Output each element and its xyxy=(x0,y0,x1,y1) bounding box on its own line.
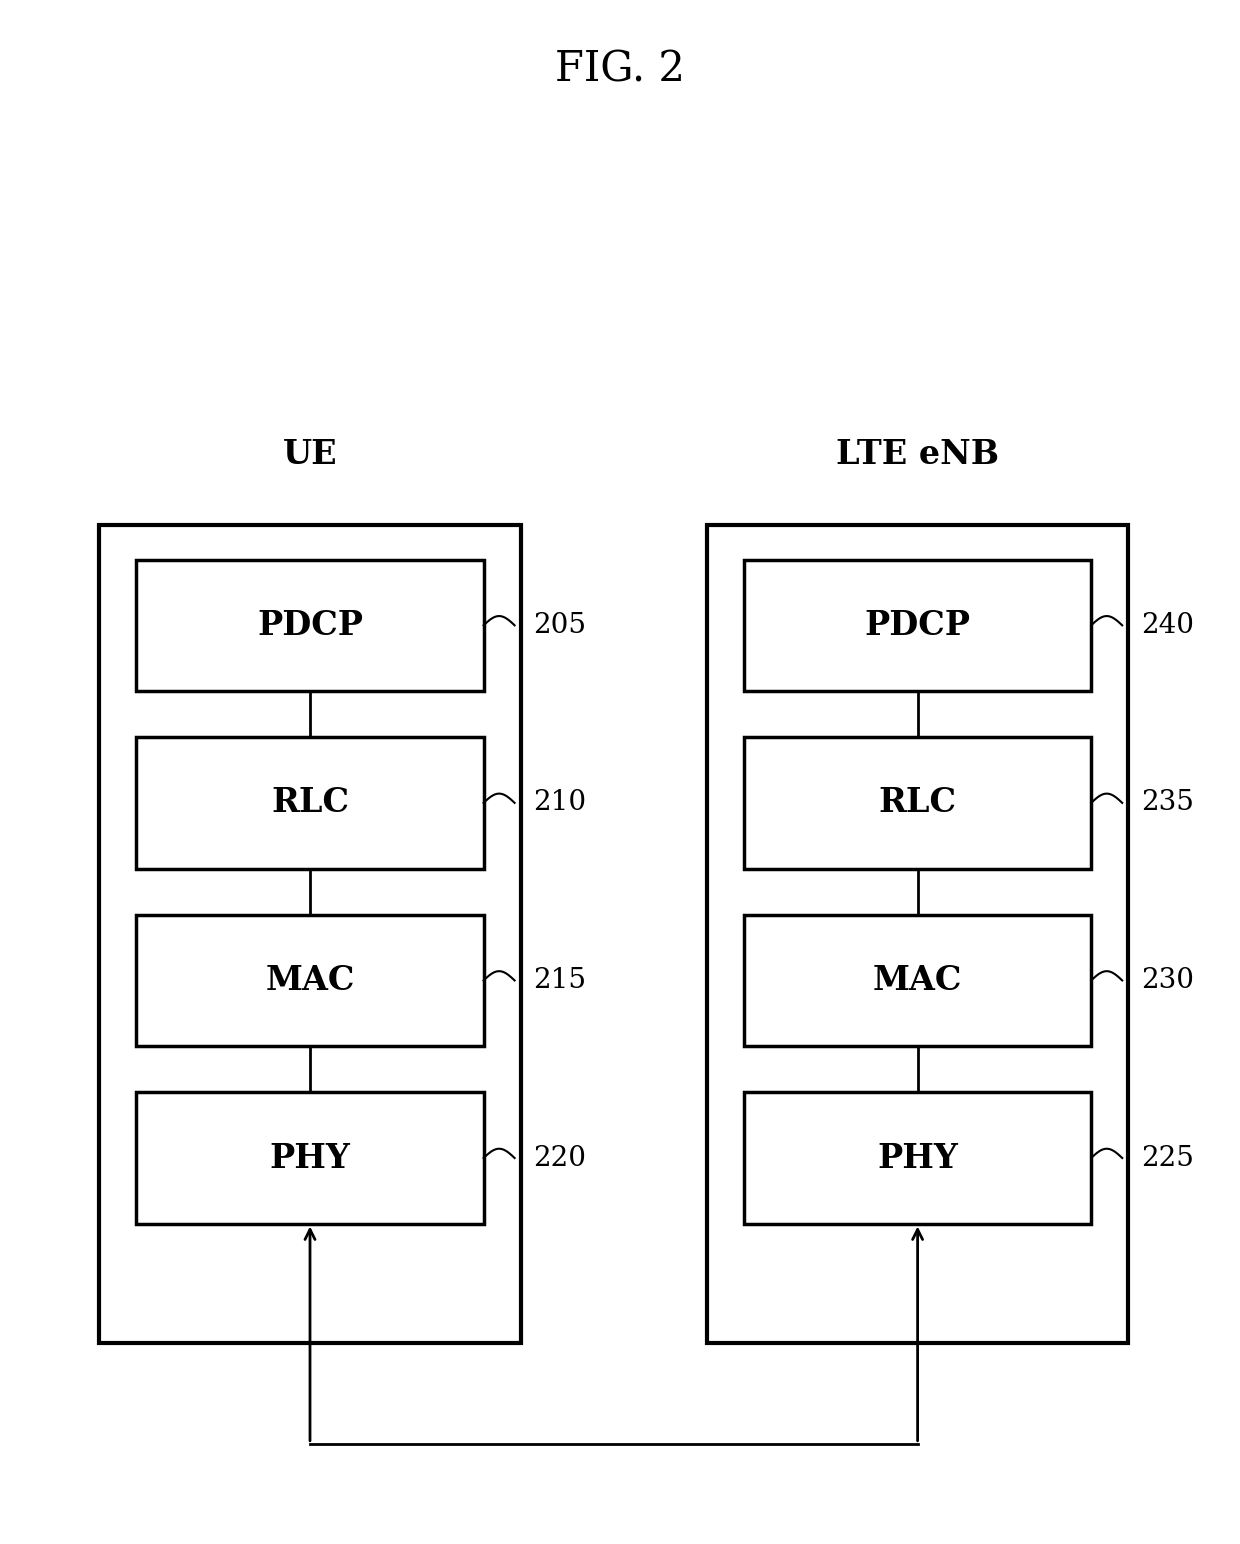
Text: PHY: PHY xyxy=(877,1141,959,1175)
Bar xyxy=(744,560,1091,692)
Text: 210: 210 xyxy=(533,789,587,817)
Text: 230: 230 xyxy=(1141,967,1194,994)
Text: PDCP: PDCP xyxy=(864,608,971,642)
Text: 220: 220 xyxy=(533,1144,587,1172)
Bar xyxy=(136,914,484,1047)
Text: FIG. 2: FIG. 2 xyxy=(556,48,684,91)
Text: RLC: RLC xyxy=(879,786,956,820)
Text: PDCP: PDCP xyxy=(257,608,363,642)
Bar xyxy=(744,914,1091,1047)
Text: 225: 225 xyxy=(1141,1144,1194,1172)
Text: 240: 240 xyxy=(1141,611,1194,639)
Bar xyxy=(744,736,1091,868)
Bar xyxy=(707,525,1128,1343)
Text: MAC: MAC xyxy=(873,963,962,997)
Text: LTE eNB: LTE eNB xyxy=(836,438,999,471)
Text: PHY: PHY xyxy=(269,1141,351,1175)
Bar xyxy=(99,525,521,1343)
Text: 215: 215 xyxy=(533,967,587,994)
Text: MAC: MAC xyxy=(265,963,355,997)
Bar xyxy=(136,1093,484,1223)
Text: RLC: RLC xyxy=(272,786,348,820)
Text: UE: UE xyxy=(283,438,337,471)
Text: 235: 235 xyxy=(1141,789,1194,817)
Bar xyxy=(136,560,484,692)
Text: 205: 205 xyxy=(533,611,587,639)
Bar xyxy=(744,1093,1091,1223)
Bar xyxy=(136,736,484,868)
